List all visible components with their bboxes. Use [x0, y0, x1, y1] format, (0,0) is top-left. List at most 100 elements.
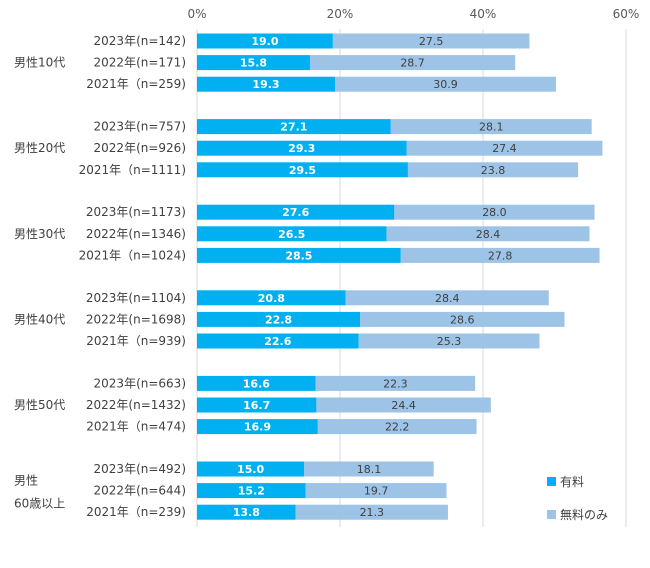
row-label: 2023年(n=1104): [86, 291, 186, 305]
row-label: 2022年(n=1346): [86, 227, 186, 241]
bar-paid: [197, 226, 387, 242]
row-label: 2021年（n=1111): [79, 163, 186, 177]
legend-label-paid: 有料: [560, 475, 584, 489]
bar-paid: [197, 290, 346, 306]
row-labels: 2023年(n=142) 2022年(n=171) 2021年（n=259) 2023…: [79, 34, 186, 519]
data-label-free: 27.8: [488, 249, 513, 262]
data-label-free: 28.1: [479, 121, 504, 134]
bar-paid: [197, 55, 310, 71]
bar-free: [360, 311, 565, 327]
data-label-paid: 29.5: [289, 164, 316, 177]
data-label-paid: 16.7: [243, 399, 270, 412]
data-label-free: 27.5: [419, 35, 444, 48]
bar-paid: [197, 247, 401, 263]
data-label-free: 28.0: [482, 206, 507, 219]
bar-free: [317, 419, 477, 435]
row-label: 2021年（n=239): [86, 505, 186, 519]
group-label: 男性50代: [14, 398, 65, 412]
data-label-free: 25.3: [437, 335, 462, 348]
data-label-free: 28.4: [476, 228, 501, 241]
legend-swatch-free: [547, 510, 556, 519]
bar-paid: [197, 119, 391, 135]
group-label: 男性40代: [14, 312, 65, 326]
data-label-free: 24.4: [391, 399, 416, 412]
row-label: 2021年（n=259): [86, 77, 186, 91]
row-label: 2021年（n=474): [86, 420, 186, 434]
bar-paid: [197, 333, 359, 349]
data-label-paid: 19.3: [252, 78, 279, 91]
data-label-paid: 19.0: [251, 35, 278, 48]
bar-free: [386, 226, 590, 242]
row-label: 2023年(n=142): [94, 34, 186, 48]
data-label-free: 19.7: [364, 485, 389, 498]
bar-paid: [197, 419, 318, 435]
x-axis-ticks: 0% 20% 40% 60%: [187, 7, 639, 21]
legend-label-free: 無料のみ: [560, 507, 608, 522]
bar-paid: [197, 162, 408, 178]
group-label: 男性30代: [14, 227, 65, 241]
group-label: 男性10代: [14, 56, 65, 70]
data-label-paid: 16.6: [243, 377, 270, 390]
bar-free: [406, 140, 603, 156]
group-label: 男性20代: [14, 141, 65, 155]
data-label-paid: 15.8: [240, 57, 267, 70]
data-label-paid: 15.2: [238, 485, 265, 498]
bar-free: [400, 247, 600, 263]
group-label-line: 男性: [14, 474, 38, 488]
row-label: 2022年(n=926): [94, 141, 186, 155]
bar-free: [304, 461, 434, 477]
data-label-paid: 26.5: [278, 228, 305, 241]
bar-paid: [197, 76, 335, 92]
data-label-paid: 28.5: [285, 249, 312, 262]
row-label: 2023年(n=492): [94, 462, 186, 476]
bar-free: [394, 204, 595, 220]
data-label-free: 28.6: [450, 313, 475, 326]
bar-paid: [197, 483, 306, 499]
x-tick-label: 20%: [327, 7, 354, 21]
data-label-free: 22.2: [385, 421, 410, 434]
row-label: 2023年(n=1173): [86, 205, 186, 219]
row-label: 2023年(n=757): [94, 120, 186, 134]
data-label-free: 21.3: [360, 506, 385, 519]
data-label-paid: 15.0: [237, 463, 264, 476]
row-label: 2022年(n=644): [94, 484, 186, 498]
gridlines: [196, 29, 627, 527]
data-label-free: 23.8: [481, 164, 506, 177]
data-label-paid: 22.8: [265, 313, 292, 326]
legend-swatch-paid: [547, 477, 556, 486]
bar-paid: [197, 375, 316, 391]
x-tick-label: 40%: [470, 7, 497, 21]
bar-paid: [197, 33, 333, 49]
row-label: 2022年(n=1698): [86, 312, 186, 326]
bar-paid: [197, 140, 407, 156]
data-label-paid: 27.6: [282, 206, 309, 219]
bar-paid: [197, 204, 395, 220]
bars: 19.0 27.5 15.8 28.7 19.3 30.9 27.1 28.1 29.3 27.4…: [197, 33, 603, 520]
data-label-paid: 27.1: [280, 121, 307, 134]
group-label-line: 60歳以上: [14, 497, 65, 511]
bar-free: [334, 76, 556, 92]
row-label: 2023年(n=663): [94, 376, 186, 390]
bar-paid: [197, 397, 317, 413]
bar-free: [295, 504, 448, 520]
data-label-free: 30.9: [433, 78, 458, 91]
row-label: 2022年(n=1432): [86, 398, 186, 412]
data-label-paid: 13.8: [233, 506, 260, 519]
bar-free: [315, 375, 476, 391]
row-label: 2021年（n=939): [86, 334, 186, 348]
data-label-free: 28.7: [400, 57, 425, 70]
x-tick-label: 60%: [613, 7, 640, 21]
data-label-free: 22.3: [383, 377, 408, 390]
bar-free: [309, 55, 516, 71]
bar-paid: [197, 311, 361, 327]
row-label: 2021年（n=1024): [79, 248, 186, 262]
bar-free: [316, 397, 491, 413]
group-label: 男性 60歳以上: [14, 474, 65, 511]
x-tick-label: 0%: [187, 7, 206, 21]
data-label-paid: 29.3: [288, 142, 315, 155]
bar-free: [407, 162, 579, 178]
data-label-paid: 16.9: [244, 421, 271, 434]
